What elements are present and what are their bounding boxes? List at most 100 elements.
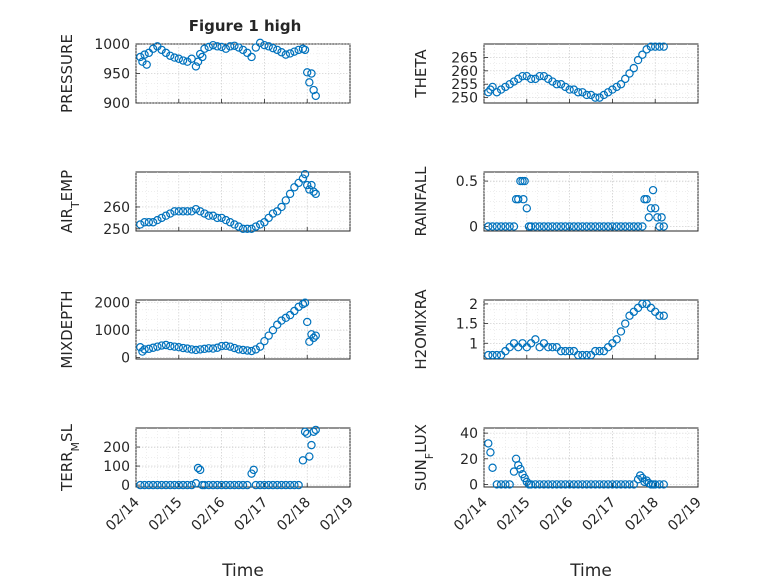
data-point — [136, 52, 145, 62]
y-tick-label: 900 — [103, 96, 130, 112]
data-point — [251, 480, 261, 490]
data-point — [548, 480, 557, 489]
data-point — [608, 480, 617, 489]
data-point — [311, 189, 320, 199]
data-point — [509, 77, 519, 86]
data-point — [140, 345, 149, 354]
data-point — [569, 85, 579, 94]
data-point — [486, 448, 495, 457]
data-point — [208, 344, 218, 353]
data-point — [264, 331, 273, 340]
data-point — [157, 45, 166, 55]
data-point — [518, 71, 527, 81]
data-point — [522, 477, 532, 487]
data-point — [234, 222, 243, 231]
data-point — [260, 40, 269, 50]
data-point — [629, 480, 639, 489]
ylabel: MIXDEPTH — [58, 290, 76, 368]
data-point — [659, 311, 668, 320]
data-point — [300, 45, 310, 55]
data-point — [166, 341, 175, 351]
data-point — [509, 222, 519, 231]
data-point — [208, 211, 218, 220]
data-point — [213, 213, 222, 223]
data-point — [300, 298, 310, 307]
y-tick-label: 0 — [121, 351, 130, 367]
data-point — [217, 341, 226, 351]
data-point — [298, 174, 308, 183]
data-point — [492, 350, 502, 360]
data-point — [307, 69, 316, 78]
data-point — [612, 82, 621, 92]
data-point — [644, 478, 653, 488]
data-point — [655, 480, 664, 489]
y-tick-label: 250 — [451, 91, 478, 107]
data-point — [238, 224, 248, 234]
data-point — [578, 350, 587, 360]
data-point — [208, 480, 218, 490]
data-point — [492, 88, 502, 97]
data-point — [548, 222, 557, 231]
data-point — [161, 48, 171, 58]
data-point — [204, 344, 213, 353]
data-point — [285, 480, 295, 490]
data-point — [285, 49, 295, 58]
data-point — [200, 44, 209, 53]
data-point — [535, 71, 544, 81]
data-point — [595, 480, 604, 489]
data-point — [204, 480, 213, 490]
data-point — [612, 335, 621, 344]
data-point — [501, 480, 510, 489]
data-point — [544, 343, 553, 352]
data-point — [148, 44, 158, 53]
data-point — [578, 222, 587, 231]
data-point — [565, 222, 574, 231]
data-point — [488, 82, 497, 92]
data-point — [591, 93, 600, 102]
data-point — [285, 189, 295, 199]
data-point — [578, 88, 587, 97]
data-point — [595, 93, 604, 102]
data-point — [657, 213, 666, 222]
subplot-mixdepth: 0 1000 2000 MIXDEPTH — [58, 290, 351, 369]
data-point — [492, 222, 502, 231]
y-tick-label: 0 — [469, 477, 478, 493]
data-point — [217, 213, 226, 223]
data-point — [305, 78, 314, 87]
data-point — [195, 207, 205, 216]
ylabel: SUNFLUX — [412, 424, 436, 491]
data-point — [264, 42, 273, 51]
data-point — [144, 218, 154, 227]
data-point — [595, 222, 604, 231]
data-point — [191, 345, 201, 355]
data-point — [599, 222, 609, 231]
y-tick-label: 20 — [460, 452, 478, 468]
data-point — [204, 42, 213, 52]
data-point — [638, 299, 647, 309]
data-point — [238, 345, 248, 355]
data-point — [221, 44, 231, 53]
data-point — [225, 42, 235, 51]
data-point — [522, 71, 532, 81]
data-point — [294, 178, 303, 188]
data-point — [648, 185, 658, 195]
y-tick-label: 40 — [460, 426, 478, 442]
data-point — [183, 57, 192, 66]
data-point — [556, 480, 566, 489]
data-point — [187, 480, 196, 490]
data-point — [204, 211, 213, 220]
data-point — [539, 480, 549, 489]
data-point — [309, 85, 318, 95]
data-point — [565, 346, 574, 356]
data-point — [153, 480, 162, 490]
data-point — [234, 345, 243, 354]
data-point — [586, 222, 596, 231]
data-point — [311, 331, 320, 340]
data-point — [195, 465, 205, 475]
data-point — [492, 480, 502, 489]
data-point — [621, 480, 630, 489]
data-point — [599, 90, 609, 100]
ylabel: RAINFALL — [412, 166, 430, 237]
data-point — [230, 220, 239, 229]
